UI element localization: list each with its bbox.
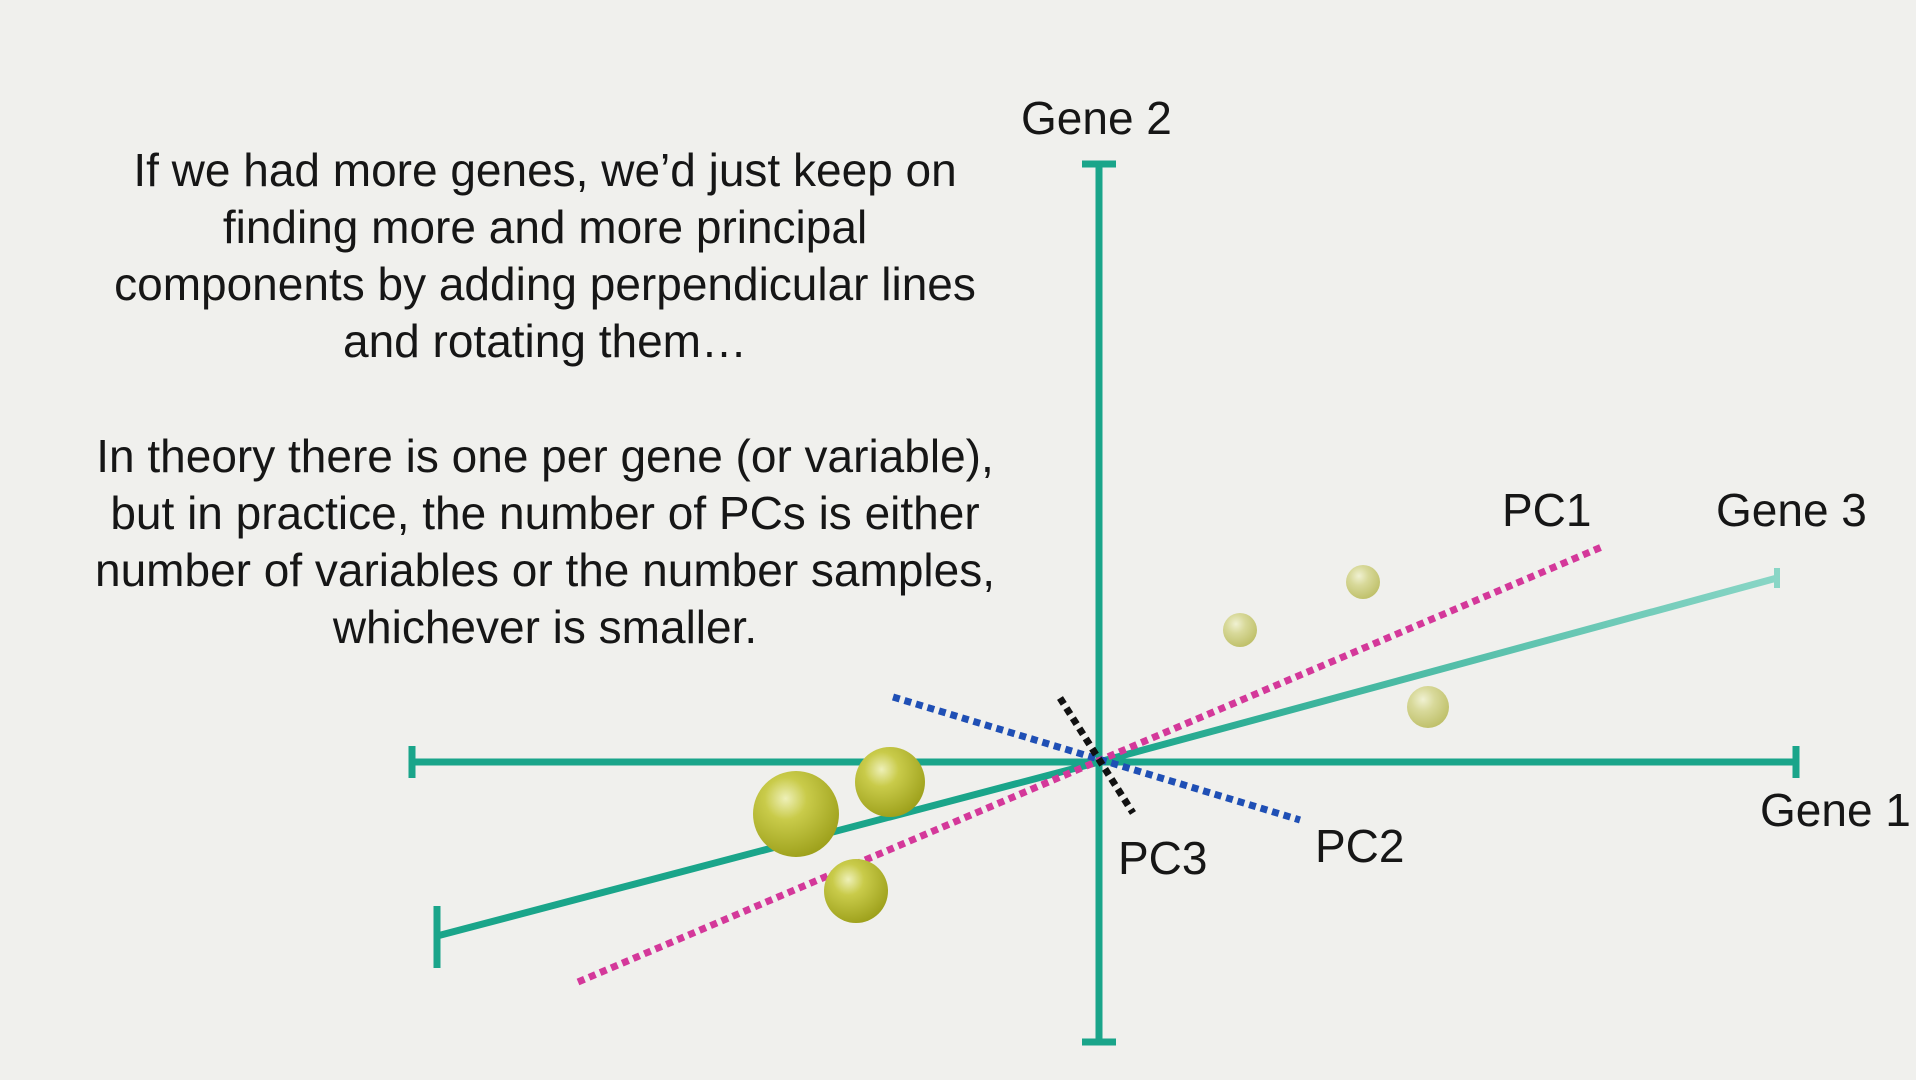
data-point xyxy=(1346,565,1380,599)
pc2-line xyxy=(891,693,1302,824)
paragraph1-line1: If we had more genes, we’d just keep on xyxy=(133,144,957,196)
data-points xyxy=(753,565,1449,923)
paragraph-number-of-pcs: In theory there is one per gene (or vari… xyxy=(40,428,1050,656)
pc3-label: PC3 xyxy=(1118,832,1207,884)
data-point xyxy=(753,771,839,857)
paragraph-more-genes: If we had more genes, we’d just keep on … xyxy=(40,142,1050,370)
gene2-label: Gene 2 xyxy=(1021,92,1172,144)
pc1-label: PC1 xyxy=(1502,484,1591,536)
data-point xyxy=(855,747,925,817)
data-point xyxy=(1223,613,1257,647)
paragraph1-line4: and rotating them… xyxy=(342,315,747,367)
pc2-label: PC2 xyxy=(1315,820,1404,872)
paragraph1-line2: finding more and more principal xyxy=(222,201,868,253)
data-point xyxy=(824,859,888,923)
paragraph2-line1: In theory there is one per gene (or vari… xyxy=(96,430,994,482)
pc1-line xyxy=(576,542,1606,986)
gene3-label: Gene 3 xyxy=(1716,484,1867,536)
paragraph1-line3: components by adding perpendicular lines xyxy=(114,258,976,310)
pc3-line xyxy=(1057,696,1136,815)
paragraph2-line4: whichever is smaller. xyxy=(332,601,758,653)
gene2-axis xyxy=(1082,160,1116,1046)
gene3-axis xyxy=(433,568,1780,968)
paragraph2-line3: number of variables or the number sample… xyxy=(95,544,995,596)
data-point xyxy=(1407,686,1449,728)
paragraph2-line2: but in practice, the number of PCs is ei… xyxy=(110,487,980,539)
gene1-label: Gene 1 xyxy=(1760,784,1911,836)
